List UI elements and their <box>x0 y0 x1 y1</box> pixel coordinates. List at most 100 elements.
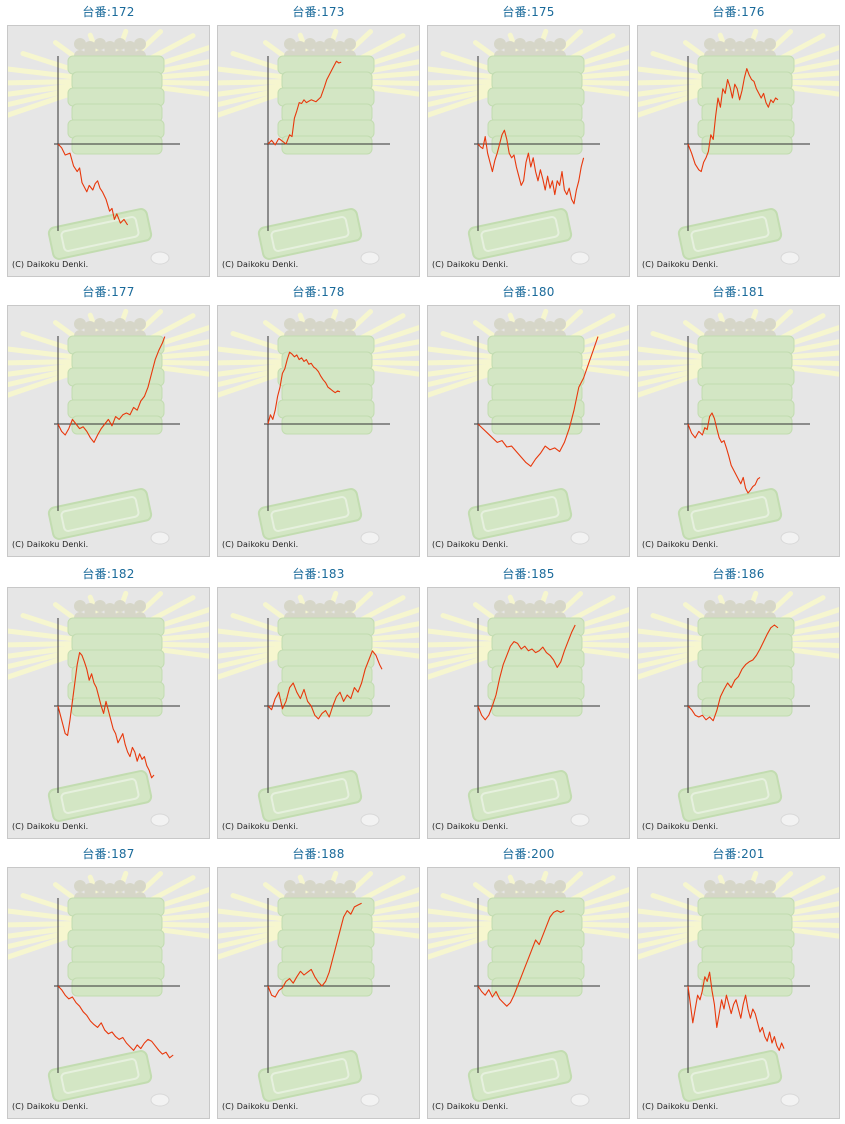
machine-number-link[interactable]: 台番:181 <box>712 285 765 299</box>
slump-graph[interactable]: (C) Daikoku Denki. <box>7 25 210 277</box>
pachinko-background <box>8 26 209 276</box>
pachinko-background <box>428 26 629 276</box>
machine-number-link[interactable]: 台番:186 <box>712 567 765 581</box>
copyright-text: (C) Daikoku Denki. <box>432 1102 509 1111</box>
slump-graph[interactable]: (C) Daikoku Denki. <box>637 305 840 557</box>
slump-line <box>57 143 129 226</box>
machine-number-link[interactable]: 台番:182 <box>82 567 135 581</box>
slump-graph[interactable]: (C) Daikoku Denki. <box>217 25 420 277</box>
copyright-text: (C) Daikoku Denki. <box>12 1102 89 1111</box>
copyright-text: (C) Daikoku Denki. <box>642 540 719 549</box>
slump-graph-svg <box>218 306 419 556</box>
slump-graph-svg <box>8 306 209 556</box>
machine-card: 台番:187 (C) Daikoku Denki. <box>7 847 210 1119</box>
machine-number-link[interactable]: 台番:177 <box>82 285 135 299</box>
slump-line <box>267 60 342 146</box>
slump-graph[interactable]: (C) Daikoku Denki. <box>7 867 210 1119</box>
machine-number-link[interactable]: 台番:180 <box>502 285 555 299</box>
slump-graph[interactable]: (C) Daikoku Denki. <box>427 587 630 839</box>
copyright-text: (C) Daikoku Denki. <box>12 822 89 831</box>
pachinko-background <box>428 306 629 556</box>
machine-card: 台番:186 (C) Daikoku Denki. <box>637 567 840 839</box>
pachinko-background <box>638 588 839 838</box>
copyright-text: (C) Daikoku Denki. <box>12 540 89 549</box>
machine-number-link[interactable]: 台番:178 <box>292 285 345 299</box>
pachinko-background <box>428 588 629 838</box>
machine-number-link[interactable]: 台番:200 <box>502 847 555 861</box>
slump-graph-svg <box>428 868 629 1118</box>
machine-card: 台番:201 (C) Daikoku Denki. <box>637 847 840 1119</box>
machine-number-link[interactable]: 台番:183 <box>292 567 345 581</box>
machine-card: 台番:177 (C) Daikoku Denki. <box>7 285 210 557</box>
machine-card: 台番:188 (C) Daikoku Denki. <box>217 847 420 1119</box>
slump-graph[interactable]: (C) Daikoku Denki. <box>427 867 630 1119</box>
slump-line <box>687 68 779 173</box>
slump-line <box>477 336 599 467</box>
slump-graph-svg <box>428 306 629 556</box>
copyright-text: (C) Daikoku Denki. <box>432 822 509 831</box>
machine-card: 台番:185 (C) Daikoku Denki. <box>427 567 630 839</box>
slump-graph-svg <box>428 588 629 838</box>
pachinko-background <box>8 306 209 556</box>
slump-graph[interactable]: (C) Daikoku Denki. <box>637 25 840 277</box>
slump-line <box>687 624 779 722</box>
slump-graph[interactable]: (C) Daikoku Denki. <box>7 587 210 839</box>
slump-line <box>687 971 785 1051</box>
slump-graph[interactable]: (C) Daikoku Denki. <box>7 305 210 557</box>
slump-line <box>687 412 761 494</box>
copyright-text: (C) Daikoku Denki. <box>432 540 509 549</box>
machine-number-link[interactable]: 台番:173 <box>292 5 345 19</box>
machine-number-link[interactable]: 台番:176 <box>712 5 765 19</box>
slump-graph-svg <box>638 306 839 556</box>
slump-graph-svg <box>8 26 209 276</box>
machine-number-link[interactable]: 台番:201 <box>712 847 765 861</box>
machine-card: 台番:178 (C) Daikoku Denki. <box>217 285 420 557</box>
pachinko-background <box>638 306 839 556</box>
machine-number-link[interactable]: 台番:185 <box>502 567 555 581</box>
slump-graph[interactable]: (C) Daikoku Denki. <box>427 25 630 277</box>
pachinko-background <box>638 26 839 276</box>
slump-line <box>477 129 585 205</box>
machine-card: 台番:175 (C) Daikoku Denki. <box>427 5 630 277</box>
slump-graph-svg <box>638 26 839 276</box>
slump-graph[interactable]: (C) Daikoku Denki. <box>637 587 840 839</box>
pachinko-background <box>638 868 839 1118</box>
copyright-text: (C) Daikoku Denki. <box>432 260 509 269</box>
slump-graph-svg <box>218 26 419 276</box>
slump-line <box>267 650 383 720</box>
slump-line <box>477 910 565 1007</box>
machine-card: 台番:182 (C) Daikoku Denki. <box>7 567 210 839</box>
machine-number-link[interactable]: 台番:188 <box>292 847 345 861</box>
machine-number-link[interactable]: 台番:172 <box>82 5 135 19</box>
machine-card: 台番:200 (C) Daikoku Denki. <box>427 847 630 1119</box>
copyright-text: (C) Daikoku Denki. <box>642 260 719 269</box>
slump-graph-svg <box>638 868 839 1118</box>
copyright-text: (C) Daikoku Denki. <box>222 822 299 831</box>
machine-number-link[interactable]: 台番:175 <box>502 5 555 19</box>
slump-line <box>267 902 362 998</box>
machine-card: 台番:172 (C) Daikoku Denki. <box>7 5 210 277</box>
machine-number-link[interactable]: 台番:187 <box>82 847 135 861</box>
copyright-text: (C) Daikoku Denki. <box>222 1102 299 1111</box>
pachinko-background <box>8 868 209 1118</box>
machine-card: 台番:181 (C) Daikoku Denki. <box>637 285 840 557</box>
slump-graph-svg <box>428 26 629 276</box>
slump-graph-svg <box>218 588 419 838</box>
copyright-text: (C) Daikoku Denki. <box>12 260 89 269</box>
slump-graph[interactable]: (C) Daikoku Denki. <box>217 305 420 557</box>
machine-card: 台番:180 (C) Daikoku Denki. <box>427 285 630 557</box>
pachinko-background <box>218 306 419 556</box>
pachinko-background <box>218 588 419 838</box>
copyright-text: (C) Daikoku Denki. <box>222 260 299 269</box>
pachinko-background <box>218 868 419 1118</box>
machine-card: 台番:183 (C) Daikoku Denki. <box>217 567 420 839</box>
slump-graph-svg <box>8 868 209 1118</box>
slump-line <box>57 336 166 443</box>
slump-line <box>477 624 576 721</box>
slump-graph[interactable]: (C) Daikoku Denki. <box>217 867 420 1119</box>
slump-graph[interactable]: (C) Daikoku Denki. <box>427 305 630 557</box>
machine-card: 台番:173 (C) Daikoku Denki. <box>217 5 420 277</box>
slump-graph[interactable]: (C) Daikoku Denki. <box>217 587 420 839</box>
slump-graph[interactable]: (C) Daikoku Denki. <box>637 867 840 1119</box>
copyright-text: (C) Daikoku Denki. <box>222 540 299 549</box>
